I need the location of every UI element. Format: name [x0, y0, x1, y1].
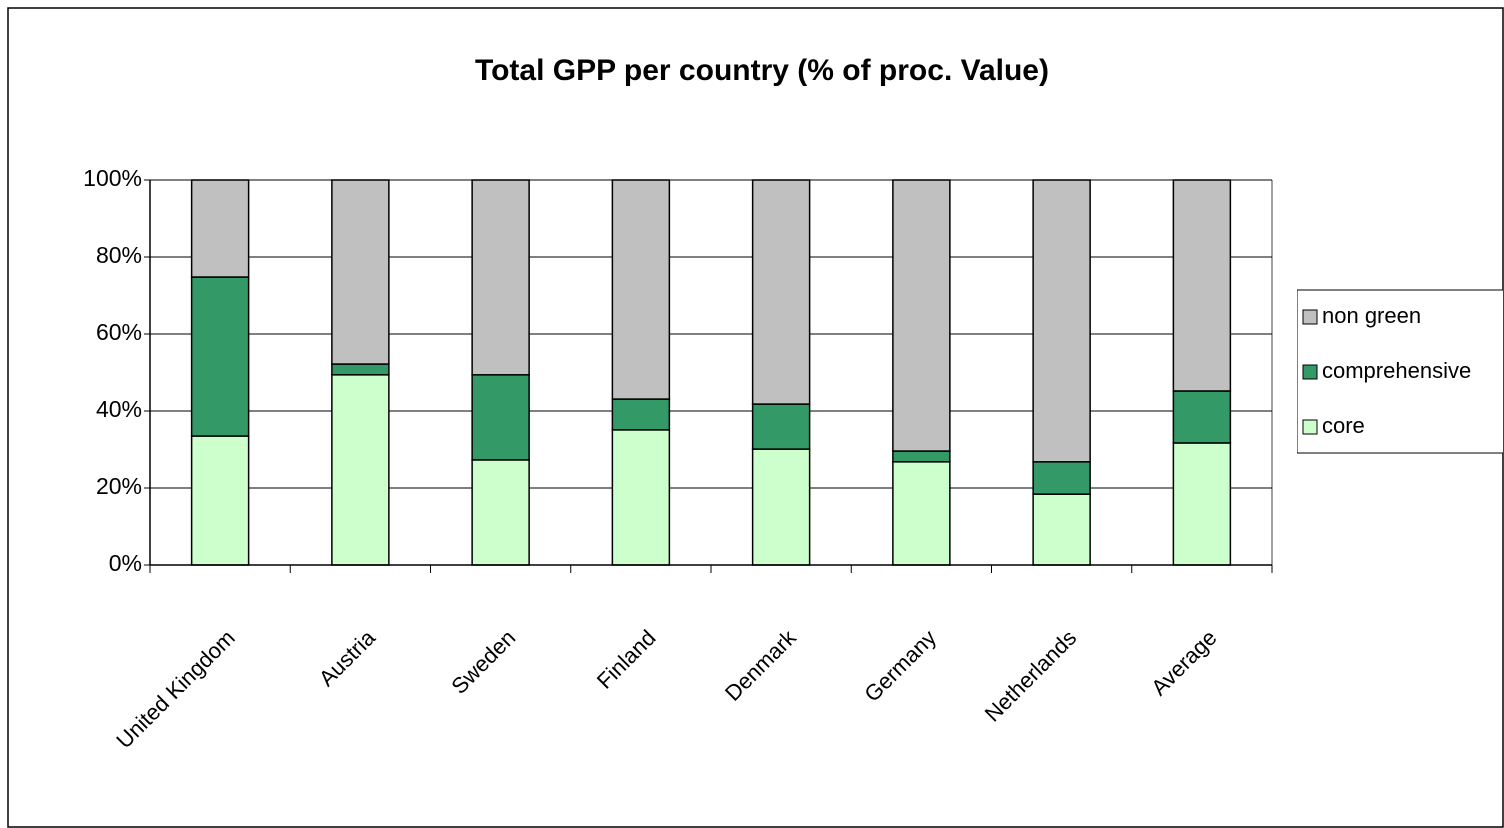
bar-segment [1032, 461, 1091, 495]
bar-segment [190, 276, 250, 437]
legend: non green comprehensive core [1297, 289, 1503, 454]
y-tick-label: 0% [109, 550, 142, 576]
bar-segment [331, 179, 390, 365]
bar-segment [611, 429, 671, 566]
bar-segment [471, 374, 530, 461]
bar-segment [751, 448, 811, 566]
bar-segment [331, 374, 390, 566]
bar-segment [892, 461, 951, 566]
bar-segment [1172, 390, 1232, 444]
bar-segment [892, 179, 951, 452]
y-tick-label: 80% [96, 242, 142, 268]
legend-label: non green [1322, 303, 1421, 328]
bar-segment [471, 179, 530, 376]
bar-segment [331, 363, 390, 376]
y-tick-label: 60% [96, 319, 142, 345]
y-tick-label: 100% [83, 165, 142, 191]
bar-segment [190, 179, 250, 278]
legend-swatch [1302, 309, 1318, 325]
bar-segment [751, 179, 811, 405]
legend-label: core [1322, 413, 1365, 438]
bar-segment [190, 435, 250, 566]
bar-segment [1032, 179, 1091, 463]
legend-swatch [1302, 419, 1318, 435]
bar-segment [1172, 442, 1232, 566]
chart-title: Total GPP per country (% of proc. Value) [475, 54, 1049, 87]
legend-label: comprehensive [1322, 358, 1471, 383]
bar-segment [471, 459, 530, 566]
bar-segment [751, 403, 811, 450]
bar-segment [611, 398, 671, 431]
bar-segment [1032, 493, 1091, 566]
y-tick-label: 40% [96, 396, 142, 422]
y-tick-label: 20% [96, 473, 142, 499]
bar-segment [611, 179, 671, 400]
legend-box [1297, 289, 1503, 454]
legend-swatch [1302, 364, 1318, 380]
bar-segment [1172, 179, 1232, 392]
bar-segment [892, 450, 951, 463]
